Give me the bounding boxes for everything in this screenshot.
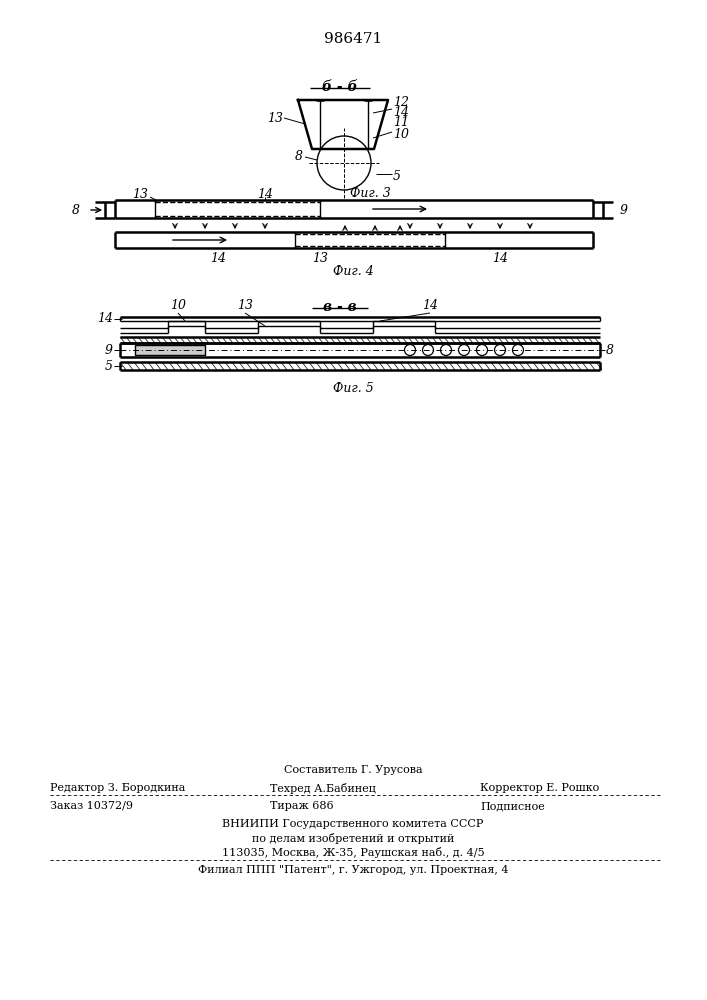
Text: ВНИИПИ Государственного комитета СССР: ВНИИПИ Государственного комитета СССР <box>222 819 484 829</box>
Text: Редактор З. Бородкина: Редактор З. Бородкина <box>50 783 185 793</box>
Text: Техред А.Бабинец: Техред А.Бабинец <box>270 783 376 794</box>
Text: 14: 14 <box>393 105 409 118</box>
Bar <box>135 345 205 355</box>
Text: 14: 14 <box>97 312 113 326</box>
Text: 5: 5 <box>105 360 113 372</box>
Text: 986471: 986471 <box>324 32 382 46</box>
Text: 113035, Москва, Ж-35, Раушская наб., д. 4/5: 113035, Москва, Ж-35, Раушская наб., д. … <box>222 847 484 858</box>
Text: 8: 8 <box>295 150 303 163</box>
Text: Тираж 686: Тираж 686 <box>270 801 334 811</box>
Text: 12: 12 <box>393 96 409 108</box>
Text: 13: 13 <box>267 111 283 124</box>
Text: Фиг. 3: Фиг. 3 <box>350 187 390 200</box>
Text: 11: 11 <box>393 116 409 129</box>
Text: Подписное: Подписное <box>480 801 545 811</box>
Text: 10: 10 <box>393 127 409 140</box>
Text: 9: 9 <box>105 344 113 357</box>
Text: 10: 10 <box>170 299 186 312</box>
Text: 13: 13 <box>312 251 328 264</box>
Text: Заказ 10372/9: Заказ 10372/9 <box>50 801 133 811</box>
Text: 8: 8 <box>606 344 614 357</box>
Text: 5: 5 <box>393 169 401 182</box>
Text: 13: 13 <box>132 188 148 202</box>
Text: Составитель Г. Урусова: Составитель Г. Урусова <box>284 765 422 775</box>
Text: 8: 8 <box>72 204 80 217</box>
Text: 14: 14 <box>492 251 508 264</box>
Text: по делам изобретений и открытий: по делам изобретений и открытий <box>252 833 454 844</box>
Text: 14: 14 <box>422 299 438 312</box>
Text: Фиг. 4: Фиг. 4 <box>332 265 373 278</box>
Text: 9: 9 <box>620 204 628 217</box>
Text: Корректор Е. Рошко: Корректор Е. Рошко <box>480 783 600 793</box>
Text: в - в: в - в <box>323 300 357 314</box>
Text: б - б: б - б <box>322 80 358 94</box>
Text: 14: 14 <box>257 188 273 202</box>
Text: Фиг. 5: Фиг. 5 <box>332 382 373 395</box>
Text: Филиал ППП "Патент", г. Ужгород, ул. Проектная, 4: Филиал ППП "Патент", г. Ужгород, ул. Про… <box>198 865 508 875</box>
Text: 14: 14 <box>210 251 226 264</box>
Text: 13: 13 <box>237 299 253 312</box>
